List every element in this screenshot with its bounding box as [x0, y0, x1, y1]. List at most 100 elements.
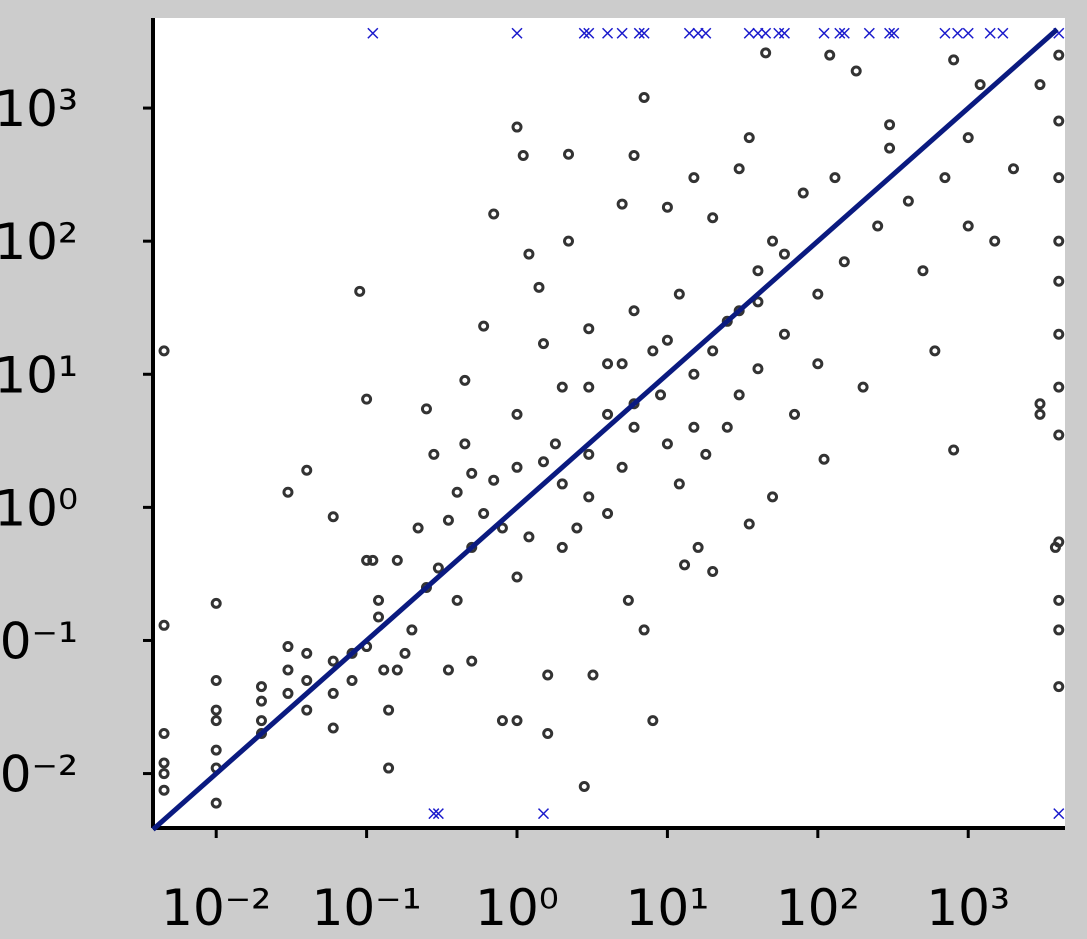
point: [688, 421, 700, 433]
point: [549, 438, 561, 450]
x-tick-label: 10³: [926, 879, 1010, 937]
point: [511, 571, 523, 583]
censored-point: [633, 27, 645, 39]
point: [406, 624, 418, 636]
point: [478, 320, 490, 332]
point: [301, 647, 313, 659]
point: [688, 368, 700, 380]
point: [628, 421, 640, 433]
point: [962, 132, 974, 144]
point: [587, 669, 599, 681]
point: [752, 296, 764, 308]
censored-point: [700, 27, 712, 39]
censored-point: [578, 27, 590, 39]
point: [661, 334, 673, 346]
point: [158, 728, 170, 740]
point: [459, 438, 471, 450]
point: [824, 49, 836, 61]
point: [563, 148, 575, 160]
point: [556, 541, 568, 553]
point: [616, 358, 628, 370]
point: [466, 655, 478, 667]
point: [850, 65, 862, 77]
point: [255, 715, 267, 727]
point: [488, 208, 500, 220]
point: [459, 374, 471, 386]
censored-point: [602, 27, 614, 39]
point: [442, 664, 454, 676]
censored-point: [962, 27, 974, 39]
point: [556, 478, 568, 490]
y-tick-label: 10³: [0, 80, 78, 138]
point: [638, 92, 650, 104]
point: [1053, 172, 1065, 184]
point: [1053, 681, 1065, 693]
reference-line: [151, 27, 1059, 832]
point: [466, 467, 478, 479]
point: [752, 363, 764, 375]
point: [1053, 381, 1065, 393]
point: [466, 541, 478, 553]
point: [511, 715, 523, 727]
point: [496, 522, 508, 534]
point: [428, 448, 440, 460]
point: [301, 704, 313, 716]
censored-point: [838, 27, 850, 39]
point: [478, 507, 490, 519]
point: [829, 172, 841, 184]
y-tick-label: 10⁻¹: [0, 612, 78, 670]
point: [578, 780, 590, 792]
point: [583, 491, 595, 503]
y-tick-label: 10²: [0, 213, 78, 271]
point: [210, 704, 222, 716]
point: [974, 79, 986, 91]
point: [451, 594, 463, 606]
point: [602, 507, 614, 519]
point: [812, 288, 824, 300]
point: [383, 704, 395, 716]
point: [210, 715, 222, 727]
point: [563, 235, 575, 247]
point: [602, 408, 614, 420]
point: [346, 675, 358, 687]
point: [989, 235, 1001, 247]
point: [1007, 163, 1019, 175]
point: [884, 142, 896, 154]
point: [210, 597, 222, 609]
point: [818, 453, 830, 465]
censored-point: [939, 27, 951, 39]
point: [583, 323, 595, 335]
point: [542, 728, 554, 740]
point: [158, 784, 170, 796]
point: [721, 421, 733, 433]
point: [1053, 115, 1065, 127]
point: [1034, 398, 1046, 410]
point: [373, 611, 385, 623]
point: [1053, 49, 1065, 61]
point: [838, 256, 850, 268]
point: [327, 655, 339, 667]
point: [583, 381, 595, 393]
point: [327, 687, 339, 699]
censored-point: [511, 27, 523, 39]
point: [420, 403, 432, 415]
point: [622, 594, 634, 606]
censored-point: [888, 27, 900, 39]
point: [778, 248, 790, 260]
point: [962, 220, 974, 232]
censored-point: [537, 808, 550, 820]
censored-point: [984, 27, 996, 39]
point: [767, 491, 779, 503]
x-tick-label: 10⁰: [475, 879, 559, 937]
point: [511, 461, 523, 473]
point: [327, 511, 339, 523]
point: [361, 554, 373, 566]
point: [752, 265, 764, 277]
point: [255, 681, 267, 693]
point: [255, 728, 267, 740]
point: [523, 248, 535, 260]
point: [583, 448, 595, 460]
point: [399, 647, 411, 659]
point: [707, 212, 719, 224]
censored-point: [952, 27, 964, 39]
